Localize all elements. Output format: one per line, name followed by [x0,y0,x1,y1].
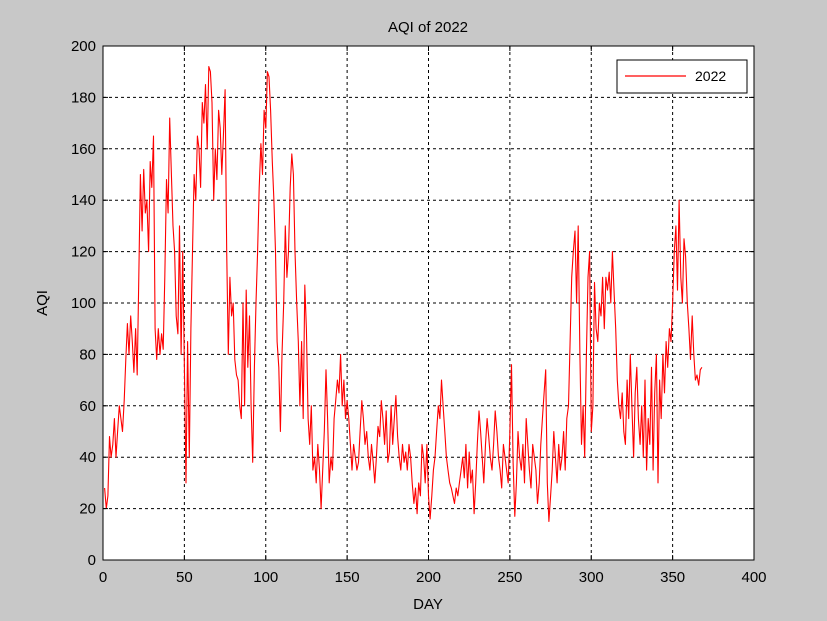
y-axis-label: AQI [34,290,51,316]
x-axis-label: DAY [413,596,443,613]
x-tick-label: 350 [660,569,685,586]
legend: 2022 [617,60,747,93]
x-tick-label: 200 [416,569,441,586]
y-tick-label: 40 [79,449,96,466]
chart-title: AQI of 2022 [388,19,468,36]
y-tick-label: 100 [71,295,96,312]
y-tick-label: 0 [88,552,96,569]
x-tick-label: 100 [253,569,278,586]
y-tick-label: 160 [71,141,96,158]
x-tick-label: 400 [741,569,766,586]
y-tick-label: 180 [71,89,96,106]
x-tick-label: 300 [579,569,604,586]
x-tick-label: 250 [497,569,522,586]
y-tick-label: 200 [71,38,96,55]
y-tick-label: 60 [79,398,96,415]
y-tick-label: 80 [79,346,96,363]
legend-series-label: 2022 [695,68,726,84]
y-tick-label: 140 [71,192,96,209]
y-tick-label: 20 [79,501,96,518]
x-tick-label: 50 [176,569,193,586]
x-tick-label: 150 [335,569,360,586]
y-tick-label: 120 [71,244,96,261]
x-tick-label: 0 [99,569,107,586]
